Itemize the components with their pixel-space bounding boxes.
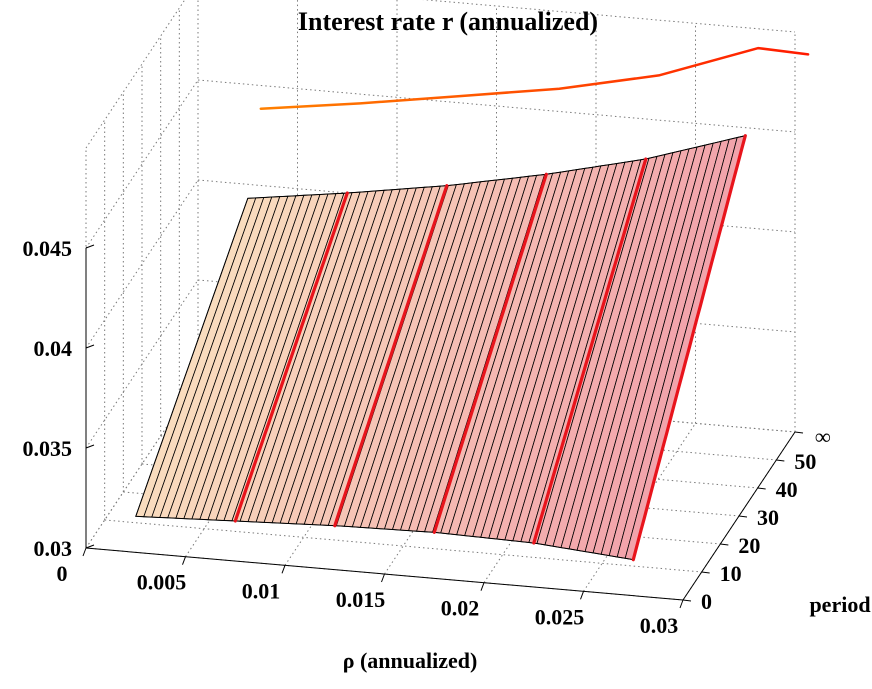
y-tick-mark	[776, 459, 785, 462]
y-tick-label: 0	[701, 589, 712, 614]
x-tick-label: 0.02	[441, 596, 480, 621]
y-tick-label: 10	[720, 561, 742, 586]
y-tick-label: 50	[794, 449, 816, 474]
x-tick-label: 0.01	[242, 578, 281, 603]
axis-layer: 0.03 0.035 0.04 0.045 0 0.005 0.01 0.015 0.02 0.0…	[23, 236, 832, 638]
y-tick-label: 40	[776, 477, 798, 502]
surface-layer	[135, 135, 746, 561]
z-tick-mark	[85, 544, 95, 549]
x-tick-label: 0.025	[535, 604, 585, 629]
x-tick-mark	[381, 573, 385, 583]
y-tick-mark	[682, 599, 692, 602]
z-tick-label: 0.035	[23, 436, 73, 461]
chart-title: Interest rate r (annualized)	[298, 7, 598, 36]
highlighted-rho-curve	[333, 184, 449, 528]
highlighted-rho-curve	[432, 172, 548, 534]
z-tick-mark	[85, 244, 95, 249]
x-tick-label: 0.015	[336, 587, 386, 612]
z-tick-label: 0.04	[34, 336, 73, 361]
y-tick-mark	[701, 571, 710, 574]
y-axis-label: period	[809, 592, 870, 617]
x-tick-label: 0.005	[137, 570, 187, 595]
y-tick-mark	[720, 543, 729, 546]
highlight-layer	[233, 134, 747, 562]
x-tick-mark	[480, 582, 485, 591]
x-tick-mark	[182, 556, 186, 565]
z-tick-mark	[85, 344, 95, 349]
highlighted-rho-curve	[233, 191, 349, 523]
grid-line	[197, 179, 796, 233]
x-tick-mark	[82, 547, 87, 557]
y-tick-mark	[794, 431, 804, 434]
y-tick-mark	[738, 515, 748, 518]
x-tick-mark	[580, 591, 584, 600]
grid-line	[104, 519, 702, 573]
y-tick-label: 20	[738, 533, 760, 558]
limit-curve-infinity	[259, 46, 810, 110]
highlighted-rho-curve	[532, 157, 648, 545]
grid-line	[85, 179, 199, 349]
z-tick-label: 0.03	[34, 536, 73, 561]
highlighted-rho-curve	[631, 134, 747, 562]
grid-line	[197, 79, 796, 133]
limit-layer	[259, 46, 810, 110]
x-tick-label: 0.03	[640, 613, 679, 638]
y-tick-mark	[757, 487, 766, 490]
y-tick-label: ∞	[815, 424, 831, 449]
x-axis-label: ρ (annualized)	[343, 648, 478, 673]
x-tick-mark	[281, 565, 286, 574]
x-tick-mark	[679, 599, 684, 609]
grid-line	[85, 79, 199, 249]
z-tick-mark	[85, 444, 95, 449]
x-tick-label: 0	[57, 561, 68, 586]
y-tick-label: 30	[757, 505, 779, 530]
z-tick-label: 0.045	[23, 236, 73, 261]
